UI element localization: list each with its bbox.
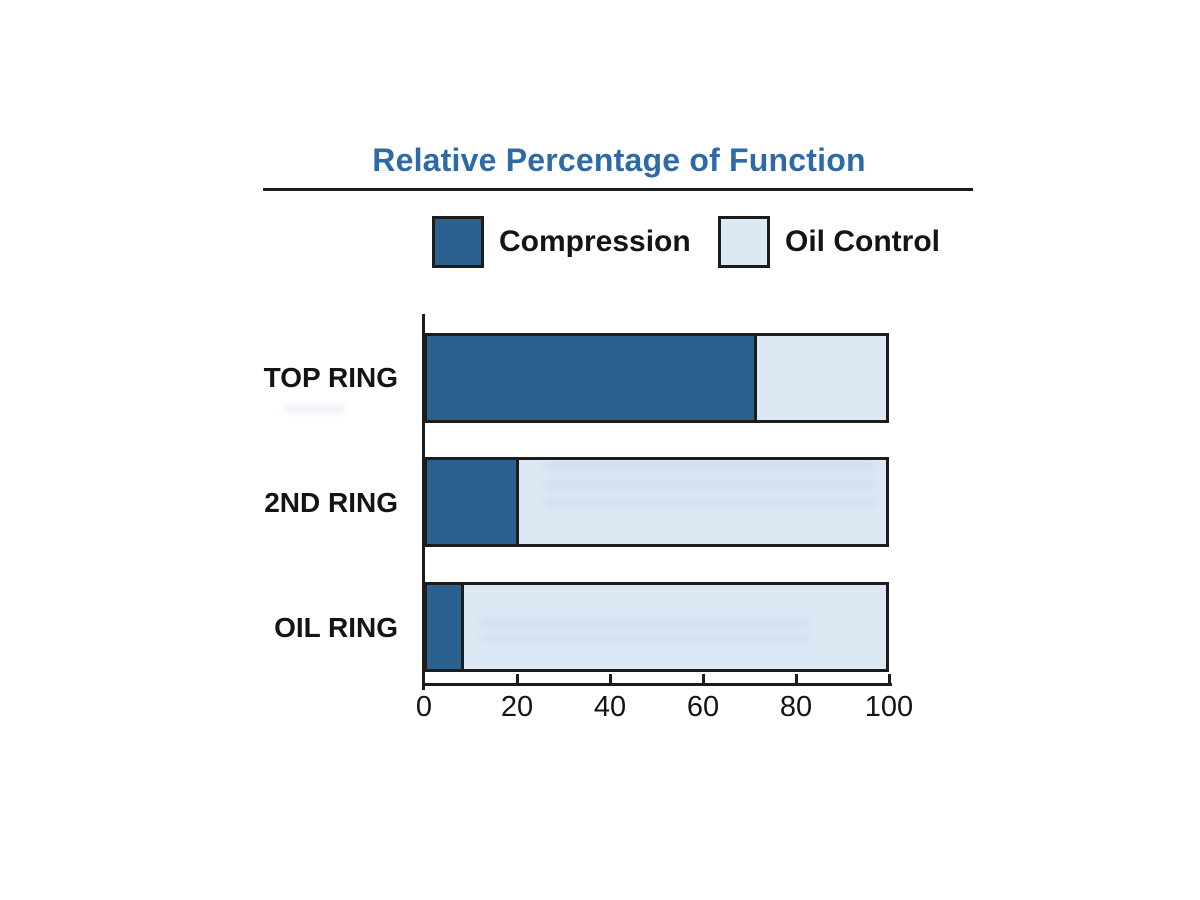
x-tick-label-20: 20 xyxy=(500,691,534,723)
x-tick-mark-60 xyxy=(702,674,705,683)
title-underline xyxy=(263,188,973,191)
segment-oil-control-oil-ring xyxy=(463,585,886,669)
x-tick-label-100: 100 xyxy=(864,691,914,723)
legend-label-compression: Compression xyxy=(499,225,691,258)
segment-compression-2nd-ring xyxy=(427,460,519,544)
oil-control-swatch xyxy=(718,216,770,268)
category-label-2nd-ring: 2ND RING xyxy=(264,487,398,518)
category-label-top-ring: TOP RING xyxy=(263,362,398,393)
compression-swatch xyxy=(432,216,484,268)
segment-compression-oil-ring xyxy=(427,585,464,669)
x-tick-mark-20 xyxy=(516,674,519,683)
x-tick-label-60: 60 xyxy=(686,691,720,723)
y-axis-line xyxy=(422,314,425,690)
x-axis-line xyxy=(422,683,892,686)
segment-oil-control-2nd-ring xyxy=(518,460,886,544)
x-tick-mark-80 xyxy=(795,674,798,683)
bar-oil-ring xyxy=(424,582,889,672)
legend-label-oil-control: Oil Control xyxy=(785,225,940,258)
x-tick-mark-40 xyxy=(609,674,612,683)
scan-artifact xyxy=(285,404,345,416)
bar-2nd-ring xyxy=(424,457,889,547)
category-label-oil-ring: OIL RING xyxy=(274,612,398,643)
x-tick-label-80: 80 xyxy=(779,691,813,723)
x-tick-label-40: 40 xyxy=(593,691,627,723)
segment-oil-control-top-ring xyxy=(757,336,886,420)
chart-title: Relative Percentage of Function xyxy=(372,142,866,178)
x-tick-label-0: 0 xyxy=(415,691,433,723)
bar-top-ring xyxy=(424,333,889,423)
x-tick-mark-100 xyxy=(888,674,891,683)
legend-item-oil-control: Oil Control xyxy=(718,216,940,268)
legend-item-compression: Compression xyxy=(432,216,691,268)
segment-compression-top-ring xyxy=(427,336,758,420)
